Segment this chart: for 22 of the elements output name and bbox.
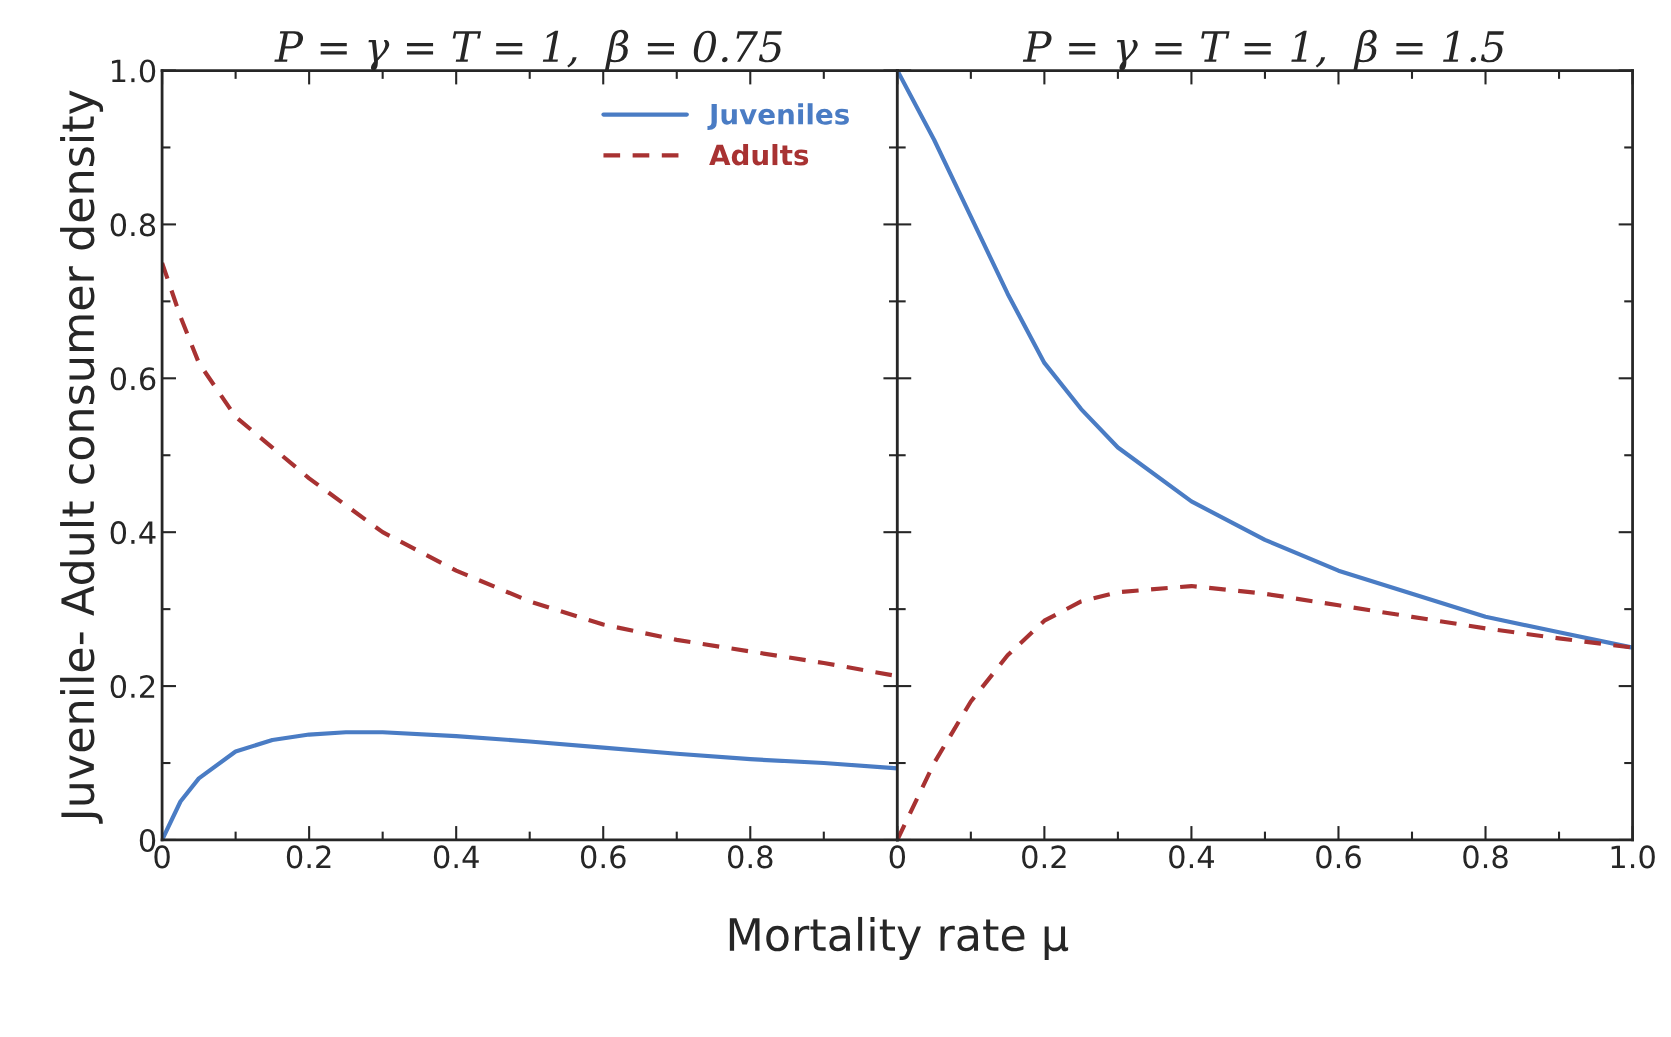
x-tick-label: 0.4 [433, 845, 479, 869]
y-tick-label: 0 [139, 828, 156, 853]
x-tick-label: 0 [889, 845, 906, 869]
legend-label: Adults [709, 143, 809, 166]
x-axis-title: Mortality rate μ [729, 916, 1069, 960]
y-tick-label: 0.6 [110, 367, 156, 391]
x-tick-label: 0.8 [1463, 845, 1508, 869]
x-tick-label: 0.6 [580, 845, 626, 869]
y-tick-label: 0.4 [110, 521, 156, 545]
y-tick-label: 0.2 [110, 675, 155, 699]
y-tick-label: 1.0 [111, 59, 156, 83]
chart-title: P = γ = T = 1, β = 0.75 [274, 29, 782, 71]
x-tick-label: 0.4 [1169, 845, 1215, 869]
x-tick-label: 1.0 [1611, 845, 1655, 869]
x-tick-label: 0.8 [728, 845, 773, 869]
y-tick-label: 0.8 [110, 213, 156, 237]
x-tick-label: 0.2 [1022, 845, 1066, 869]
x-tick-label: 0.2 [286, 845, 331, 869]
x-tick-label: 0.6 [1316, 845, 1361, 869]
chart-title: P = γ = T = 1, β = 1.5 [1022, 29, 1504, 71]
y-axis-title: Juvenile- Adult consumer density [60, 90, 104, 824]
legend-label: Juveniles [707, 103, 849, 130]
